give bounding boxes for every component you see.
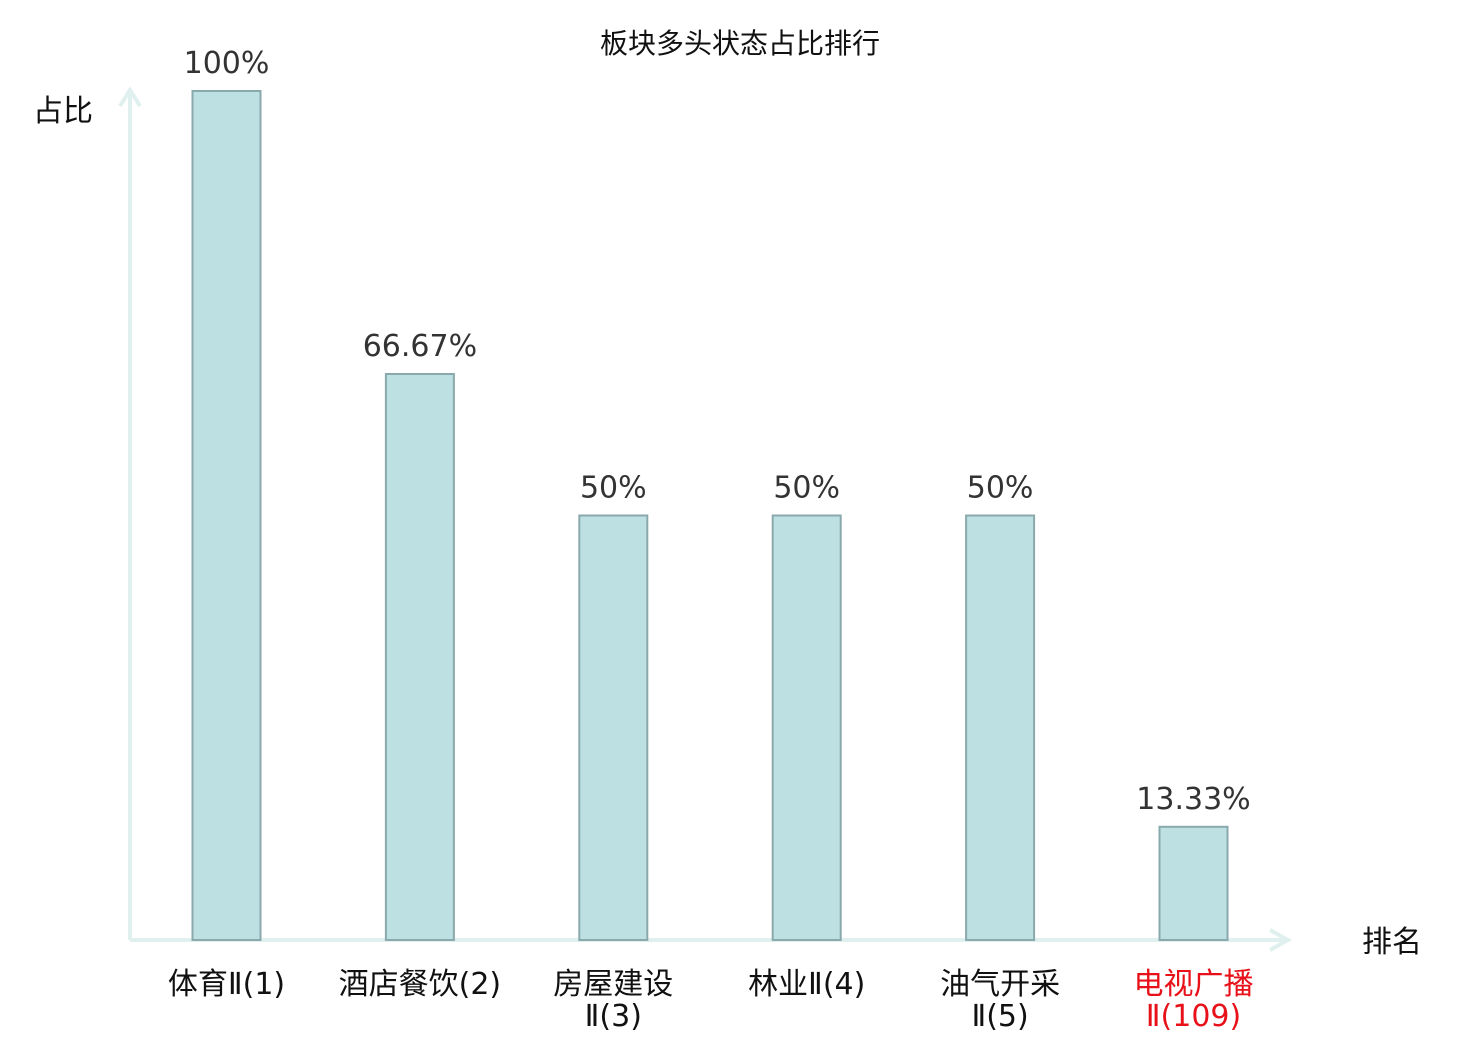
y-axis-label: 占比: [33, 94, 93, 129]
x-tick-category: 体育Ⅱ: [168, 967, 243, 1002]
x-tick-rank: Ⅱ(5): [971, 999, 1028, 1034]
bar: [771, 514, 842, 941]
x-tick-label: 油气开采 Ⅱ(5): [940, 967, 1060, 1034]
x-tick-rank: Ⅱ(109): [1146, 999, 1241, 1034]
value-labels: 100% 66.67% 50% 50% 50% 13.33%: [184, 46, 1251, 817]
x-tick-category: 电视广播: [1134, 967, 1254, 1002]
x-tick-label: 体育Ⅱ(1): [168, 967, 285, 1002]
bar-value-label: 100%: [184, 46, 270, 81]
x-tick-category: 林业Ⅱ: [748, 967, 823, 1002]
y-axis-arrow: [118, 86, 142, 108]
bar: [578, 514, 649, 941]
x-axis: [130, 928, 1293, 952]
chart-title: 板块多头状态占比排行: [600, 27, 880, 60]
bar-value-label: 50%: [580, 471, 647, 506]
x-tick-rank: (2): [459, 967, 502, 1002]
bar: [965, 514, 1036, 941]
y-axis: [118, 86, 142, 940]
bar: [384, 373, 455, 941]
x-tick-rank: Ⅱ(3): [585, 999, 642, 1034]
bar: [1158, 825, 1229, 941]
x-tick-label: 房屋建设 Ⅱ(3): [553, 967, 673, 1034]
bar-value-label: 13.33%: [1136, 782, 1250, 817]
x-tick-category: 油气开采: [940, 967, 1060, 1002]
x-tick-label: 酒店餐饮(2): [339, 967, 502, 1002]
x-tick-category: 房屋建设: [553, 967, 673, 1002]
category-labels: 体育Ⅱ(1) 酒店餐饮(2) 房屋建设 Ⅱ(3)林业Ⅱ(4) 油气开采 Ⅱ(5)电视广播 Ⅱ…: [168, 967, 1254, 1034]
x-axis-arrow: [1269, 928, 1293, 952]
x-tick-rank: (4): [823, 967, 866, 1002]
x-tick-category: 酒店餐饮: [339, 967, 459, 1002]
x-tick-label: 林业Ⅱ(4): [748, 967, 865, 1002]
x-tick-label: 电视广播 Ⅱ(109): [1134, 967, 1254, 1034]
bar-value-label: 66.67%: [363, 329, 477, 364]
bar: [191, 90, 262, 941]
bar-value-label: 50%: [967, 471, 1034, 506]
bar-series: [191, 90, 1229, 941]
x-tick-rank: (1): [243, 967, 286, 1002]
bar-value-label: 50%: [773, 471, 840, 506]
x-axis-label: 排名: [1362, 925, 1422, 960]
